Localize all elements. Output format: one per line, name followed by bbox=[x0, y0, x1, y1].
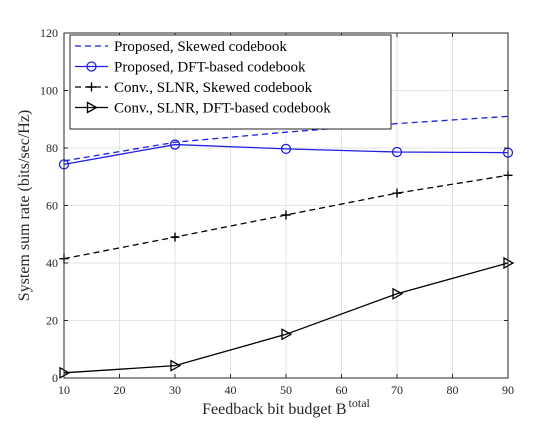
x-tick-label: 70 bbox=[391, 383, 403, 397]
data-point bbox=[281, 328, 293, 341]
series-line bbox=[63, 143, 509, 166]
legend-item: Conv., SLNR, DFT-based codebook bbox=[75, 101, 331, 117]
data-point bbox=[280, 143, 292, 155]
legend-marker bbox=[86, 61, 97, 72]
data-point bbox=[391, 146, 403, 158]
x-tick-label: 50 bbox=[280, 383, 292, 397]
legend: Proposed, Skewed codebook Proposed, DFT-b… bbox=[69, 34, 392, 130]
y-tick-label: 40 bbox=[46, 256, 58, 270]
axis-ticks: 10 20 30 40 50 60 70 80 90 0 20 40 60 80 100 120 bbox=[40, 26, 514, 397]
data-point bbox=[170, 232, 180, 242]
series-line bbox=[63, 174, 509, 260]
series-line bbox=[63, 115, 509, 162]
y-axis-label: System sum rate (bits/sec/Hz) bbox=[16, 110, 33, 302]
x-tick-label: 10 bbox=[58, 383, 70, 397]
series-1 bbox=[63, 115, 509, 162]
x-tick-label: 90 bbox=[502, 383, 514, 397]
x-tick-label: 40 bbox=[225, 383, 237, 397]
x-tick-label: 80 bbox=[447, 383, 459, 397]
series-line bbox=[63, 262, 509, 374]
legend-label: Proposed, DFT-based codebook bbox=[114, 60, 306, 76]
legend-item: Proposed, Skewed codebook bbox=[75, 39, 287, 55]
legend-marker bbox=[86, 101, 98, 114]
data-point bbox=[169, 139, 181, 150]
y-tick-label: 60 bbox=[46, 199, 58, 213]
legend-label: Proposed, Skewed codebook bbox=[114, 39, 287, 55]
y-tick-label: 0 bbox=[52, 371, 58, 385]
legend-marker bbox=[87, 82, 96, 92]
legend-label: Conv., SLNR, Skewed codebook bbox=[114, 80, 313, 96]
y-tick-label: 120 bbox=[40, 26, 58, 40]
data-point bbox=[170, 359, 182, 372]
legend-item: Conv., SLNR, Skewed codebook bbox=[75, 80, 313, 96]
x-tick-label: 20 bbox=[114, 383, 126, 397]
y-tick-label: 100 bbox=[40, 84, 58, 98]
legend-label: Conv., SLNR, DFT-based codebook bbox=[114, 101, 331, 117]
legend-box bbox=[69, 34, 392, 130]
x-tick-label: 60 bbox=[336, 383, 348, 397]
y-tick-label: 20 bbox=[46, 314, 58, 328]
legend-item: Proposed, DFT-based codebook bbox=[75, 60, 306, 76]
y-tick-label: 80 bbox=[46, 141, 58, 155]
data-point bbox=[281, 210, 291, 220]
x-tick-label: 30 bbox=[169, 383, 181, 397]
data-point bbox=[392, 287, 404, 300]
data-point bbox=[392, 188, 402, 198]
